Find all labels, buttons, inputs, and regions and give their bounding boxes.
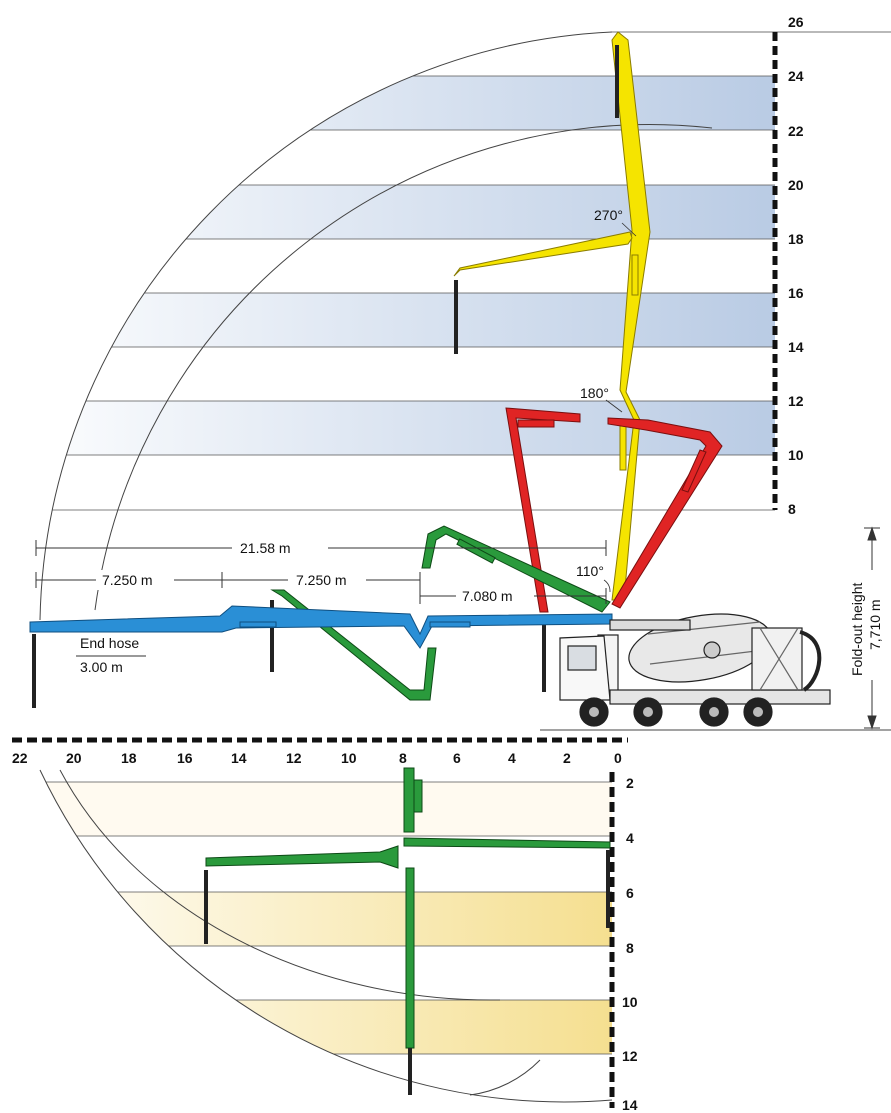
tick-20: 20 bbox=[788, 177, 804, 193]
tick-16: 16 bbox=[788, 285, 804, 301]
tick-24: 24 bbox=[788, 68, 804, 84]
section-1-label: 7.250 m bbox=[102, 572, 153, 588]
lower-reach-envelope bbox=[39, 769, 613, 1103]
tick-d-6: 6 bbox=[626, 885, 634, 901]
tick-d-14: 14 bbox=[622, 1097, 638, 1113]
boom-yellow bbox=[453, 31, 651, 601]
depth-scale: 2 4 6 8 10 12 14 bbox=[609, 772, 638, 1113]
tick-10: 10 bbox=[788, 447, 804, 463]
foldout-label: Fold-out height bbox=[849, 582, 865, 676]
tick-x-8: 8 bbox=[399, 750, 407, 766]
angle-110-label: 110° bbox=[576, 563, 604, 579]
tick-x-4: 4 bbox=[508, 750, 516, 766]
end-hose-label: End hose bbox=[80, 635, 139, 651]
truck-mixer bbox=[559, 613, 831, 727]
lower-reach-bands bbox=[40, 781, 612, 1055]
lower-inner-arc bbox=[59, 769, 501, 1001]
tick-12: 12 bbox=[788, 393, 804, 409]
tick-d-8: 8 bbox=[626, 940, 634, 956]
horizontal-reach-scale: 22 20 18 16 14 12 10 8 6 4 2 0 bbox=[12, 737, 628, 766]
tick-d-4: 4 bbox=[626, 830, 634, 846]
foldout-value: 7,710 m bbox=[867, 599, 883, 650]
tick-x-20: 20 bbox=[66, 750, 82, 766]
tick-d-2: 2 bbox=[626, 775, 634, 791]
tick-x-16: 16 bbox=[177, 750, 193, 766]
upper-reach-envelope bbox=[39, 31, 613, 621]
boom-red bbox=[505, 407, 723, 613]
upper-inner-arc bbox=[94, 124, 713, 611]
section-2-label: 7.250 m bbox=[296, 572, 347, 588]
tick-x-6: 6 bbox=[453, 750, 461, 766]
total-reach-label: 21.58 m bbox=[240, 540, 291, 556]
section-3-label: 7.080 m bbox=[462, 588, 513, 604]
right-height-scale: 26 24 22 20 18 16 14 12 10 8 bbox=[772, 14, 804, 517]
tick-26: 26 bbox=[788, 14, 804, 30]
tick-x-12: 12 bbox=[286, 750, 302, 766]
tick-x-0: 0 bbox=[614, 750, 622, 766]
tick-14: 14 bbox=[788, 339, 804, 355]
tick-x-14: 14 bbox=[231, 750, 247, 766]
upper-reach-bands bbox=[40, 75, 775, 511]
tick-x-22: 22 bbox=[12, 750, 28, 766]
tick-x-18: 18 bbox=[121, 750, 137, 766]
tick-x-10: 10 bbox=[341, 750, 357, 766]
tick-d-12: 12 bbox=[622, 1048, 638, 1064]
tick-d-10: 10 bbox=[622, 994, 638, 1010]
angle-270-label: 270° bbox=[594, 207, 623, 223]
angle-180-label: 180° bbox=[580, 385, 609, 401]
tick-8: 8 bbox=[788, 501, 796, 517]
tick-x-2: 2 bbox=[563, 750, 571, 766]
tick-22: 22 bbox=[788, 123, 804, 139]
end-hose-length: 3.00 m bbox=[80, 659, 123, 675]
tick-18: 18 bbox=[788, 231, 804, 247]
